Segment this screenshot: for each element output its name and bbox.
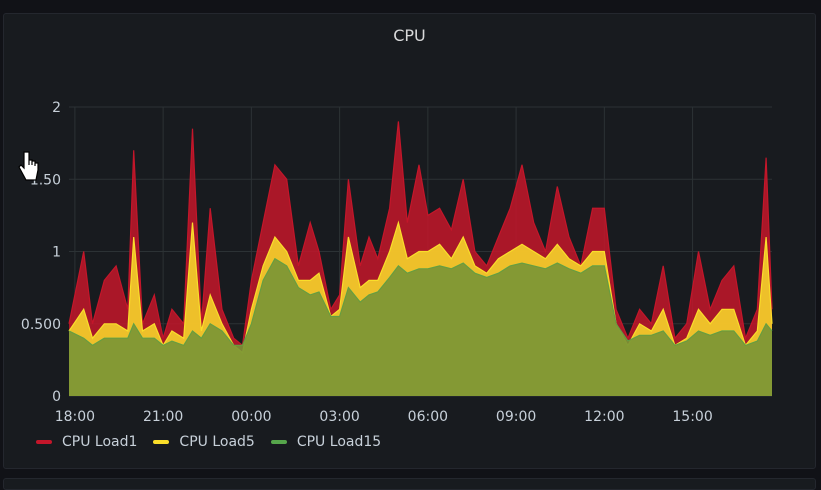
legend-swatch-load15 bbox=[270, 440, 287, 444]
x-tick-label: 21:00 bbox=[143, 409, 183, 425]
legend-label-load1: CPU Load1 bbox=[62, 434, 138, 450]
legend-label-load5: CPU Load5 bbox=[179, 434, 255, 450]
x-tick-label: 18:00 bbox=[55, 409, 95, 425]
legend-swatch-load5 bbox=[153, 440, 170, 444]
legend-item-load1[interactable]: CPU Load1 bbox=[36, 434, 137, 450]
x-tick-label: 15:00 bbox=[672, 409, 712, 425]
x-tick-label: 06:00 bbox=[408, 409, 448, 425]
y-tick-label: 0.500 bbox=[21, 317, 61, 333]
legend-label-load15: CPU Load15 bbox=[296, 434, 382, 450]
y-tick-label: 1 bbox=[52, 245, 61, 261]
chart-legend: CPU Load1 CPU Load5 CPU Load15 bbox=[36, 434, 381, 450]
cpu-panel: CPU 0 0.500 1 1.50 2 18:00 21:00 00:00 03:00 06:0… bbox=[3, 13, 816, 469]
legend-item-load5[interactable]: CPU Load5 bbox=[153, 434, 255, 450]
hand-cursor-icon bbox=[18, 151, 39, 181]
y-tick-label: 1.50 bbox=[30, 172, 61, 188]
legend-item-load15[interactable]: CPU Load15 bbox=[270, 434, 382, 450]
next-panel-edge bbox=[3, 478, 816, 490]
cpu-chart: 0 0.500 1 1.50 2 18:00 21:00 00:00 03:00 06:00 09:… bbox=[21, 100, 773, 425]
y-tick-label: 0 bbox=[52, 389, 61, 405]
series-line bbox=[68, 121, 773, 347]
legend-swatch-load1 bbox=[36, 440, 52, 444]
x-tick-label: 09:00 bbox=[496, 409, 536, 425]
x-tick-label: 12:00 bbox=[584, 409, 624, 425]
panel-title[interactable]: CPU bbox=[393, 26, 426, 45]
x-tick-label: 03:00 bbox=[319, 409, 359, 425]
blend-overlay bbox=[69, 258, 772, 396]
x-tick-label: 00:00 bbox=[231, 409, 271, 425]
y-tick-label: 2 bbox=[52, 100, 61, 116]
series-line bbox=[68, 220, 773, 354]
